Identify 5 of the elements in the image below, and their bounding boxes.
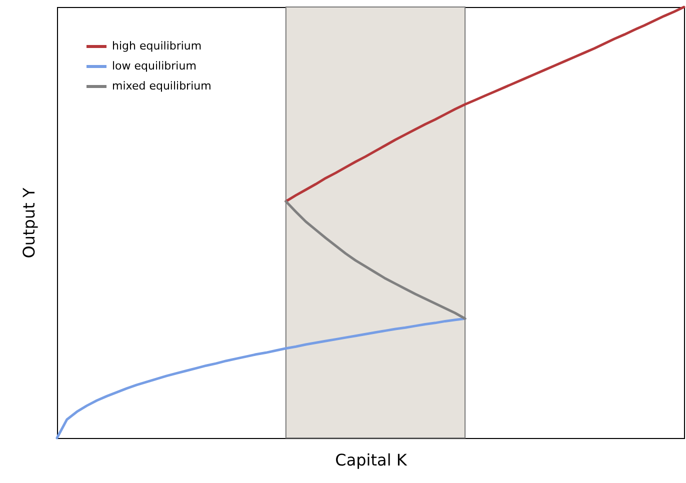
legend-label: low equilibrium (112, 60, 196, 72)
x-axis-title: Capital K (335, 450, 408, 470)
legend-label: mixed equilibrium (112, 80, 212, 92)
y-axis-title: Output Y (20, 188, 38, 258)
legend-label: high equilibrium (112, 40, 202, 52)
